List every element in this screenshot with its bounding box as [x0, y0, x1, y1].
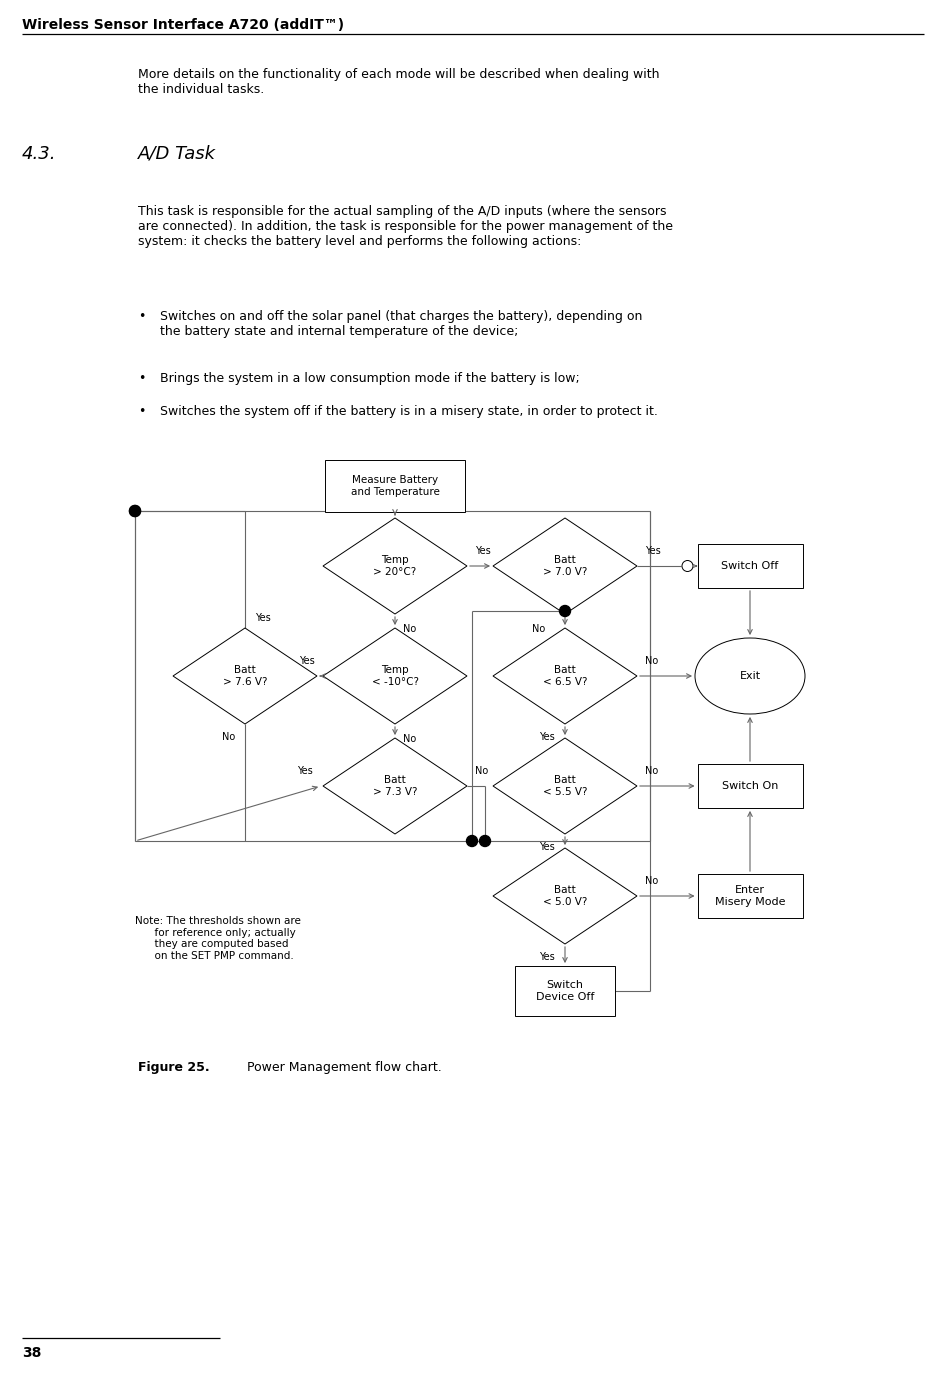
- Text: More details on the functionality of each mode will be described when dealing wi: More details on the functionality of eac…: [138, 67, 659, 96]
- Bar: [697, 874, 802, 918]
- Circle shape: [130, 505, 141, 516]
- Text: Switch Off: Switch Off: [722, 561, 779, 571]
- Bar: [515, 966, 615, 1015]
- Text: Yes: Yes: [299, 656, 315, 666]
- Text: Batt
> 7.3 V?: Batt > 7.3 V?: [373, 775, 417, 797]
- Text: No: No: [645, 877, 658, 886]
- Bar: [697, 764, 802, 808]
- Text: Switches the system off if the battery is in a misery state, in order to protect: Switches the system off if the battery i…: [160, 405, 657, 418]
- Circle shape: [559, 605, 570, 616]
- Text: Switch
Device Off: Switch Device Off: [535, 980, 594, 1002]
- Polygon shape: [173, 627, 317, 724]
- Text: Brings the system in a low consumption mode if the battery is low;: Brings the system in a low consumption m…: [160, 372, 580, 385]
- Text: Yes: Yes: [539, 952, 555, 962]
- Polygon shape: [493, 848, 637, 944]
- Polygon shape: [493, 738, 637, 834]
- Text: Exit: Exit: [740, 671, 761, 681]
- Text: Wireless Sensor Interface A720 (addIT™): Wireless Sensor Interface A720 (addIT™): [22, 18, 344, 32]
- Circle shape: [130, 505, 141, 516]
- Bar: [325, 460, 465, 512]
- Text: •: •: [138, 372, 146, 385]
- Text: Yes: Yes: [255, 612, 271, 623]
- Text: Temp
< -10°C?: Temp < -10°C?: [372, 665, 418, 687]
- Text: Note: The thresholds shown are
      for reference only; actually
      they are: Note: The thresholds shown are for refer…: [135, 916, 301, 960]
- Text: No: No: [645, 656, 658, 666]
- Text: Batt
< 5.0 V?: Batt < 5.0 V?: [543, 885, 587, 907]
- Text: No: No: [475, 766, 488, 776]
- Text: No: No: [403, 733, 416, 744]
- Polygon shape: [323, 627, 467, 724]
- Text: Yes: Yes: [297, 766, 313, 776]
- Text: Switch On: Switch On: [722, 782, 779, 791]
- Text: Yes: Yes: [539, 732, 555, 742]
- Text: Measure Battery
and Temperature: Measure Battery and Temperature: [351, 475, 440, 497]
- Text: Batt
> 7.0 V?: Batt > 7.0 V?: [543, 555, 587, 577]
- Bar: [697, 544, 802, 588]
- Text: No: No: [221, 732, 235, 742]
- Text: •: •: [138, 405, 146, 418]
- Text: Batt
< 6.5 V?: Batt < 6.5 V?: [543, 665, 587, 687]
- Text: Temp
> 20°C?: Temp > 20°C?: [374, 555, 416, 577]
- Text: Batt
> 7.6 V?: Batt > 7.6 V?: [222, 665, 268, 687]
- Ellipse shape: [695, 638, 805, 714]
- Text: Switches on and off the solar panel (that charges the battery), depending on
the: Switches on and off the solar panel (tha…: [160, 310, 642, 338]
- Text: •: •: [138, 310, 146, 323]
- Polygon shape: [493, 627, 637, 724]
- Text: Power Management flow chart.: Power Management flow chart.: [223, 1061, 442, 1075]
- Text: 4.3.: 4.3.: [22, 144, 57, 162]
- Text: A/D Task: A/D Task: [138, 144, 216, 162]
- Circle shape: [682, 560, 693, 571]
- Circle shape: [480, 835, 490, 846]
- Text: Yes: Yes: [475, 546, 491, 556]
- Text: Enter
Misery Mode: Enter Misery Mode: [715, 885, 785, 907]
- Polygon shape: [323, 517, 467, 614]
- Text: Figure 25.: Figure 25.: [138, 1061, 210, 1075]
- Text: 38: 38: [22, 1346, 42, 1359]
- Text: No: No: [532, 623, 545, 634]
- Polygon shape: [493, 517, 637, 614]
- Text: No: No: [403, 623, 416, 634]
- Circle shape: [466, 835, 478, 846]
- Text: Yes: Yes: [645, 546, 660, 556]
- Polygon shape: [323, 738, 467, 834]
- Text: Yes: Yes: [539, 842, 555, 852]
- Text: This task is responsible for the actual sampling of the A/D inputs (where the se: This task is responsible for the actual …: [138, 205, 673, 248]
- Text: No: No: [645, 766, 658, 776]
- Text: Batt
< 5.5 V?: Batt < 5.5 V?: [543, 775, 587, 797]
